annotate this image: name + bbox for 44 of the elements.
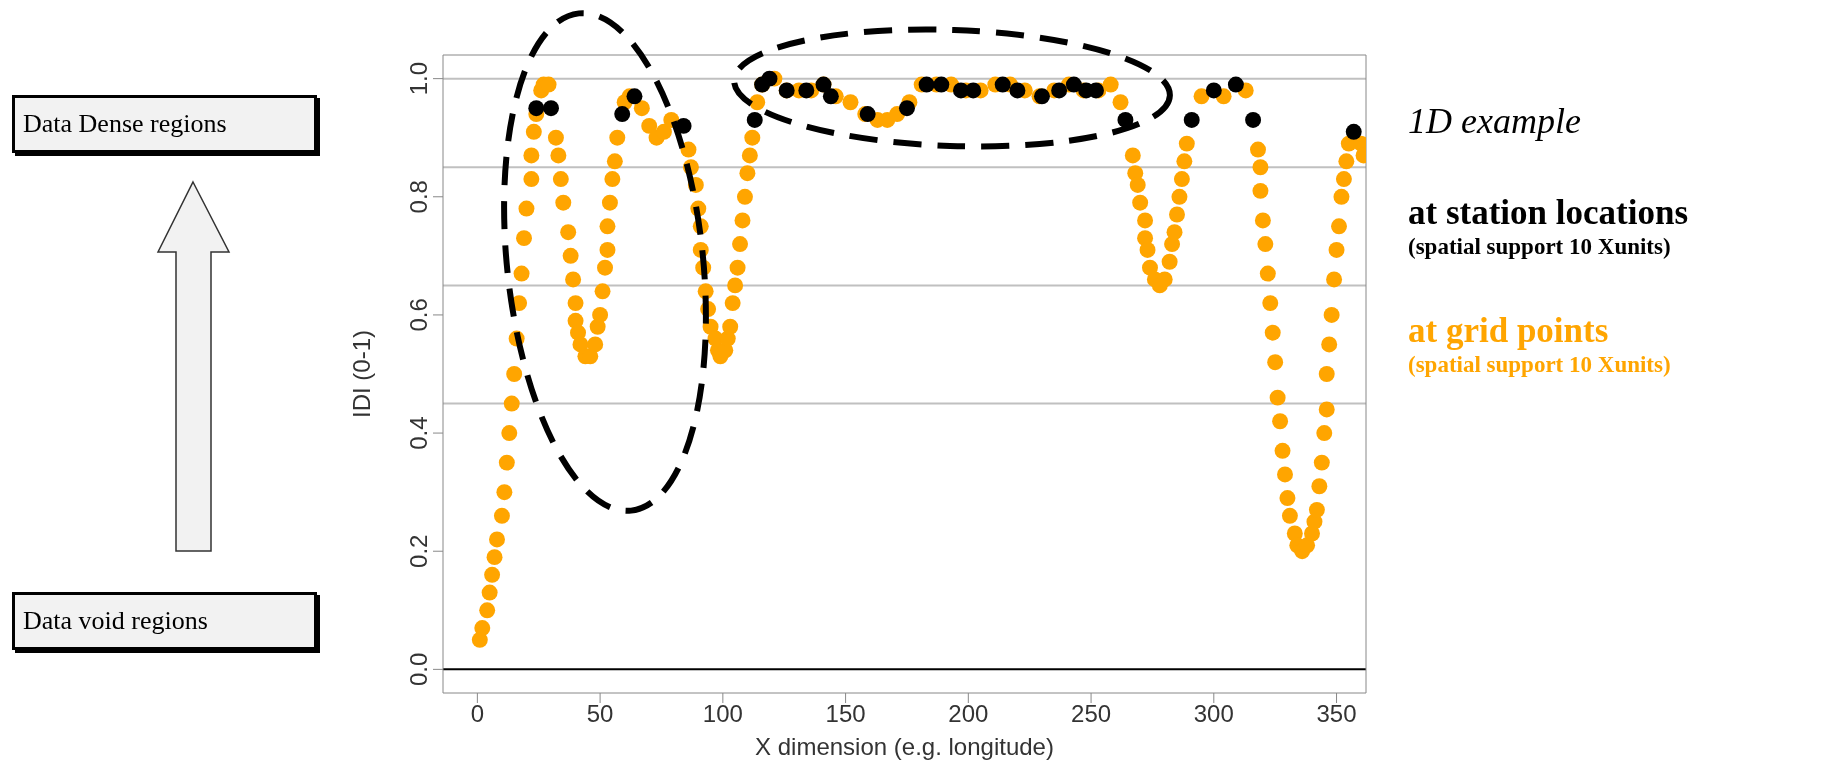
legend-title: 1D example — [1408, 100, 1582, 142]
x-tick-label: 0 — [470, 700, 485, 728]
text: (spatial support 10 Xunits) — [1408, 233, 1672, 261]
x-tick-label: 300 — [1193, 700, 1234, 728]
y-tick-label: 0.0 — [405, 652, 432, 687]
y-tick-label: 0.4 — [405, 416, 432, 450]
point — [1227, 76, 1244, 93]
point — [1205, 82, 1222, 99]
point — [614, 106, 631, 123]
text: at station locations — [1408, 193, 1689, 232]
text: (spatial support 10 Xunits) — [1408, 351, 1672, 379]
y-tick-label: 1.0 — [405, 61, 432, 96]
point — [746, 112, 763, 128]
point — [1245, 112, 1262, 128]
point — [918, 76, 935, 93]
point — [1065, 76, 1082, 93]
point — [965, 82, 982, 99]
point — [1051, 82, 1068, 99]
x-tick-label: 150 — [825, 700, 866, 728]
text: Data void regions — [12, 592, 317, 650]
x-tick-label: 100 — [702, 700, 743, 728]
point — [933, 76, 950, 93]
x-axis-title: X dimension (e.g. longitude) — [755, 733, 1054, 760]
point — [898, 100, 915, 117]
y-tick-label: 0.6 — [405, 298, 432, 332]
point — [1345, 123, 1362, 140]
text: Data Dense regions — [12, 95, 317, 153]
point — [994, 76, 1011, 93]
point — [626, 88, 643, 105]
point — [1009, 82, 1026, 99]
x-tick-label: 350 — [1316, 700, 1357, 728]
point — [822, 88, 839, 105]
y-tick-label: 0.8 — [405, 180, 432, 214]
x-tick-label: 50 — [586, 700, 614, 728]
point — [798, 82, 815, 99]
point — [1183, 112, 1200, 128]
point — [761, 70, 778, 87]
point — [528, 100, 545, 117]
y-axis-title: IDI (0-1) — [347, 329, 375, 419]
x-tick-label: 200 — [948, 700, 989, 728]
y-tick-label: 0.2 — [405, 534, 432, 568]
series-label: at grid points — [1408, 311, 1610, 350]
x-tick-label: 250 — [1071, 700, 1112, 728]
point — [543, 100, 559, 117]
